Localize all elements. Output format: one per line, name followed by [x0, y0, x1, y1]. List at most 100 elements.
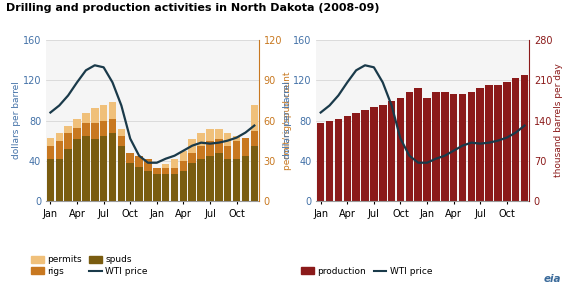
- Bar: [251, 105, 258, 201]
- Bar: [485, 86, 493, 201]
- Bar: [335, 119, 342, 201]
- Bar: [171, 168, 178, 201]
- Bar: [47, 159, 54, 201]
- Bar: [224, 146, 232, 201]
- Bar: [82, 135, 90, 201]
- Bar: [361, 110, 369, 201]
- Legend: production, WTI price: production, WTI price: [298, 263, 436, 280]
- Bar: [109, 119, 116, 201]
- Bar: [450, 94, 458, 201]
- Bar: [512, 78, 519, 201]
- Bar: [206, 141, 214, 201]
- Bar: [100, 135, 108, 201]
- Bar: [224, 133, 232, 201]
- Bar: [73, 119, 81, 201]
- Y-axis label: thousand barrels per day: thousand barrels per day: [554, 64, 563, 177]
- Bar: [64, 126, 72, 201]
- Bar: [47, 146, 54, 201]
- Bar: [317, 123, 324, 201]
- Bar: [521, 75, 528, 201]
- Bar: [126, 153, 134, 201]
- Bar: [352, 113, 360, 201]
- Bar: [144, 159, 152, 201]
- Bar: [197, 159, 205, 201]
- Bar: [423, 98, 431, 201]
- Bar: [459, 94, 466, 201]
- Bar: [233, 159, 240, 201]
- Bar: [144, 169, 152, 201]
- Bar: [251, 131, 258, 201]
- Bar: [242, 156, 249, 201]
- Bar: [91, 108, 98, 201]
- Bar: [415, 88, 422, 201]
- Bar: [162, 168, 170, 201]
- Bar: [397, 98, 404, 201]
- Bar: [171, 174, 178, 201]
- Bar: [153, 168, 160, 201]
- Bar: [189, 153, 196, 201]
- Bar: [197, 133, 205, 201]
- Bar: [162, 174, 170, 201]
- Bar: [432, 92, 440, 201]
- Bar: [73, 139, 81, 201]
- Bar: [503, 82, 511, 201]
- Bar: [109, 102, 116, 201]
- Bar: [206, 156, 214, 201]
- Bar: [233, 141, 240, 201]
- Bar: [64, 133, 72, 201]
- Bar: [82, 113, 90, 201]
- Bar: [388, 102, 396, 201]
- Bar: [56, 141, 63, 201]
- Bar: [135, 156, 143, 201]
- Bar: [73, 127, 81, 201]
- Bar: [153, 169, 160, 201]
- Bar: [477, 88, 484, 201]
- Bar: [100, 105, 108, 201]
- Bar: [126, 163, 134, 201]
- Bar: [64, 149, 72, 201]
- Bar: [251, 146, 258, 201]
- Bar: [91, 123, 98, 201]
- Bar: [117, 146, 125, 201]
- Bar: [162, 164, 170, 201]
- Y-axis label: permit/rig/spud count: permit/rig/spud count: [283, 71, 293, 170]
- Bar: [179, 151, 187, 201]
- Bar: [326, 121, 334, 201]
- Bar: [215, 153, 223, 201]
- Bar: [441, 92, 449, 201]
- Bar: [56, 133, 63, 201]
- Bar: [224, 159, 232, 201]
- Bar: [467, 92, 475, 201]
- Bar: [82, 123, 90, 201]
- Bar: [189, 163, 196, 201]
- Bar: [47, 138, 54, 201]
- Bar: [405, 92, 413, 201]
- Bar: [242, 138, 249, 201]
- Bar: [109, 133, 116, 201]
- Bar: [215, 139, 223, 201]
- Bar: [179, 161, 187, 201]
- Bar: [197, 146, 205, 201]
- Bar: [171, 159, 178, 201]
- Bar: [206, 129, 214, 201]
- Bar: [343, 115, 351, 201]
- Bar: [91, 139, 98, 201]
- Bar: [100, 121, 108, 201]
- Y-axis label: dollars per barrel: dollars per barrel: [12, 82, 21, 160]
- Y-axis label: dollars per barrel: dollars per barrel: [282, 82, 292, 160]
- Legend: permits, rigs, spuds, WTI price: permits, rigs, spuds, WTI price: [28, 252, 152, 280]
- Bar: [379, 105, 386, 201]
- Bar: [56, 159, 63, 201]
- Bar: [153, 174, 160, 201]
- Bar: [117, 135, 125, 201]
- Text: eia: eia: [543, 274, 561, 284]
- Bar: [233, 135, 240, 201]
- Bar: [215, 129, 223, 201]
- Bar: [135, 166, 143, 201]
- Bar: [144, 171, 152, 201]
- Bar: [494, 86, 502, 201]
- Bar: [179, 171, 187, 201]
- Bar: [117, 129, 125, 201]
- Bar: [126, 159, 134, 201]
- Bar: [135, 167, 143, 201]
